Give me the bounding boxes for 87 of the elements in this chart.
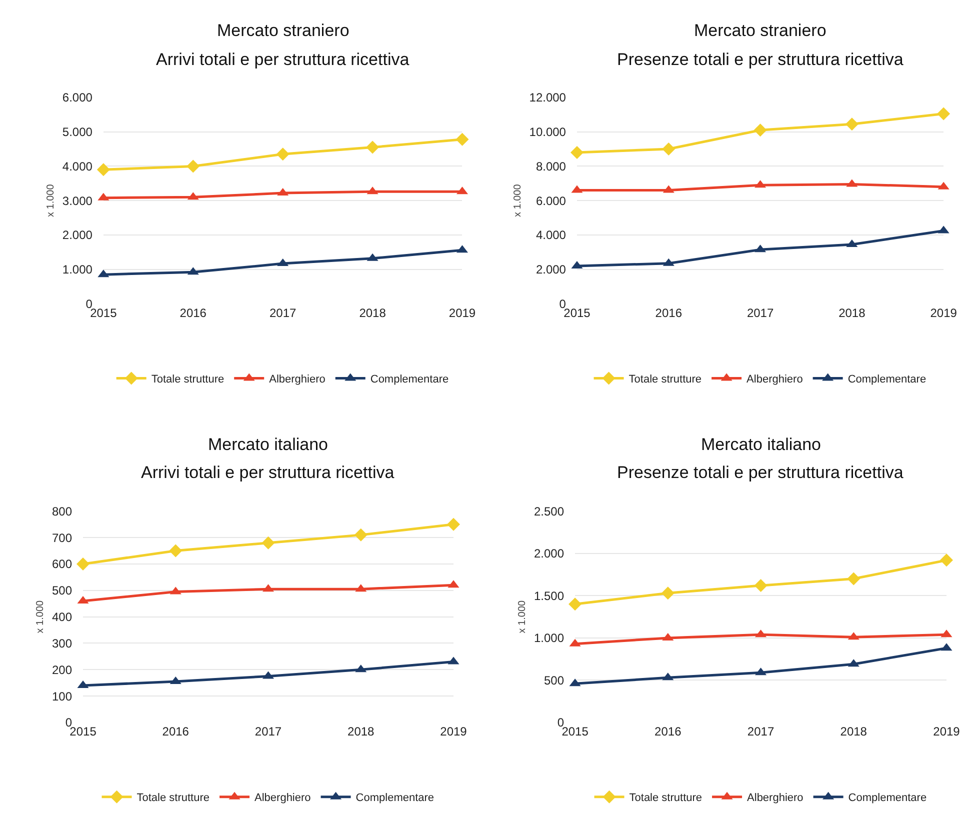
- legend-label: Complementare: [848, 374, 926, 386]
- point: [446, 518, 460, 531]
- y-tick-label: 2.000: [62, 228, 93, 242]
- point: [754, 579, 768, 592]
- chart-subtitle: Arrivi totali e per struttura ricettiva: [156, 50, 410, 69]
- y-tick-label: 1.500: [534, 588, 564, 603]
- x-tick-label: 2019: [440, 724, 468, 738]
- point: [354, 528, 368, 542]
- point: [845, 118, 858, 131]
- point: [570, 146, 584, 159]
- y-tick-label: 700: [52, 530, 72, 545]
- point: [456, 132, 469, 146]
- point: [262, 536, 275, 550]
- x-tick-label: 2015: [90, 306, 118, 320]
- x-tick-label: 2016: [655, 306, 682, 320]
- y-tick-label: 4.000: [62, 159, 93, 174]
- point: [366, 140, 380, 154]
- point: [754, 124, 767, 137]
- x-tick-label: 2017: [254, 724, 282, 738]
- y-tick-label: 5.000: [62, 125, 93, 140]
- y-axis-title: x 1.000: [512, 184, 524, 218]
- point: [169, 544, 182, 558]
- y-tick-label: 6.000: [62, 90, 93, 105]
- chart-title: Mercato straniero: [217, 21, 350, 40]
- point: [568, 598, 582, 611]
- legend-label: Alberghiero: [269, 374, 326, 386]
- y-tick-label: 100: [52, 689, 72, 704]
- legend-label: Alberghiero: [746, 374, 803, 386]
- legend-label: Alberghiero: [747, 792, 804, 804]
- point: [96, 163, 110, 176]
- x-tick-label: 2018: [840, 724, 868, 738]
- chart-title: Mercato italiano: [701, 435, 822, 454]
- y-tick-label: 2.000: [536, 262, 566, 277]
- y-tick-label: 500: [52, 584, 72, 598]
- point: [937, 107, 950, 120]
- x-tick-label: 2016: [180, 306, 207, 320]
- point: [940, 554, 953, 567]
- y-tick-label: 500: [544, 673, 564, 688]
- y-tick-label: 300: [52, 636, 72, 650]
- legend-label: Complementare: [370, 374, 449, 386]
- point: [76, 557, 90, 570]
- y-tick-label: 6.000: [536, 194, 566, 208]
- x-tick-label: 2017: [269, 306, 297, 320]
- y-axis-title: x 1.000: [45, 184, 56, 218]
- legend-label: Complementare: [356, 792, 434, 804]
- legend-label: Totale strutture: [151, 374, 224, 386]
- y-tick-label: 400: [52, 610, 72, 624]
- y-tick-label: 12.000: [529, 90, 566, 105]
- y-tick-label: 8.000: [536, 159, 566, 174]
- legend-label: Totale strutture: [136, 792, 210, 804]
- point: [847, 572, 860, 586]
- x-tick-label: 2019: [448, 306, 476, 320]
- y-tick-label: 1.000: [62, 262, 93, 277]
- chart-title: Mercato italiano: [208, 435, 328, 454]
- y-tick-label: 200: [52, 662, 72, 677]
- y-tick-label: 3.000: [62, 194, 93, 208]
- y-tick-label: 1.000: [534, 631, 564, 646]
- y-tick-label: 600: [52, 557, 72, 572]
- y-tick-label: 4.000: [536, 228, 566, 242]
- x-tick-label: 2018: [838, 306, 866, 320]
- legend-label: Alberghiero: [254, 792, 311, 804]
- x-tick-label: 2019: [933, 724, 960, 738]
- y-tick-label: 10.000: [529, 125, 566, 140]
- legend-label: Totale strutture: [628, 374, 702, 386]
- point: [186, 160, 200, 173]
- y-tick-label: 2.500: [534, 504, 564, 518]
- point: [662, 142, 676, 156]
- x-tick-label: 2018: [359, 306, 386, 320]
- chart-subtitle: Arrivi totali e per struttura ricettiva: [141, 463, 395, 482]
- y-axis-title: x 1.000: [517, 600, 528, 634]
- x-tick-label: 2017: [746, 306, 774, 320]
- chart-title: Mercato straniero: [694, 21, 826, 40]
- y-axis-title: x 1.000: [34, 600, 46, 634]
- x-tick-label: 2016: [162, 724, 190, 738]
- point: [276, 148, 290, 161]
- y-tick-label: 800: [52, 504, 72, 518]
- x-tick-label: 2017: [747, 724, 774, 738]
- chart-subtitle: Presenze totali e per struttura ricettiva: [617, 463, 904, 482]
- y-tick-label: 2.000: [534, 546, 564, 561]
- legend-label: Totale strutture: [629, 792, 702, 804]
- x-tick-label: 2019: [930, 306, 958, 320]
- legend-label: Complementare: [848, 792, 927, 804]
- x-tick-label: 2015: [564, 306, 591, 320]
- x-tick-label: 2018: [348, 724, 375, 738]
- point: [661, 586, 674, 600]
- x-tick-label: 2016: [654, 724, 682, 738]
- chart-subtitle: Presenze totali e per struttura ricettiva: [617, 50, 904, 69]
